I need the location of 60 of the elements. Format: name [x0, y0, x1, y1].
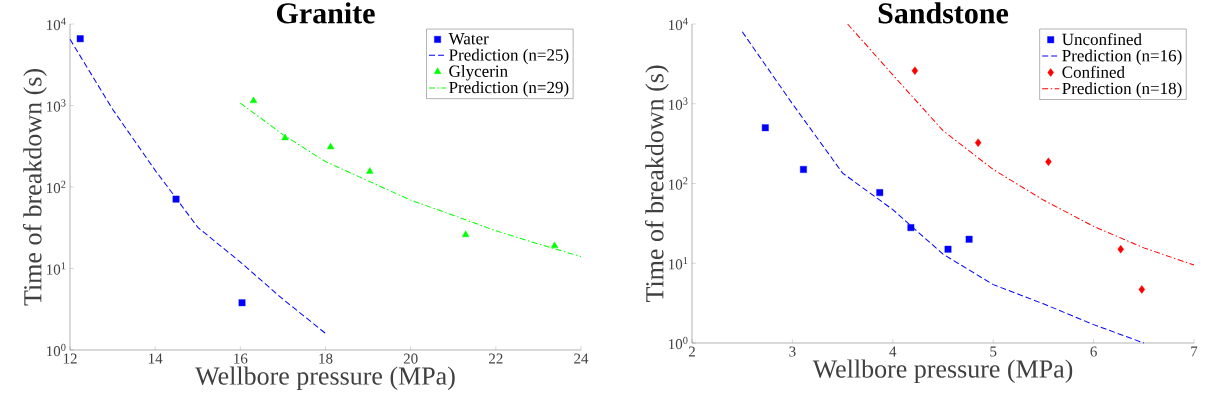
x-axis-title: Wellbore pressure (MPa) [812, 359, 1073, 384]
point [800, 166, 807, 173]
y-tick-label: 10$^{0}$ [669, 336, 688, 350]
point [944, 245, 952, 253]
y-tick-label: 10$^{0}$ [47, 343, 66, 357]
y-tick-label: 10$^{1}$ [669, 257, 688, 270]
x-tick-label: 16 [234, 353, 248, 364]
chart-title: Granite [276, 2, 375, 24]
x-tick-label: 20 [403, 353, 418, 364]
line-series [847, 23, 1195, 266]
y-tick-label: 10$^{3}$ [47, 99, 66, 112]
legend-label: Prediction (n=18) [1062, 82, 1182, 98]
point [876, 189, 884, 196]
x-tick-label: 22 [489, 353, 503, 364]
legend-label: Prediction (n=29) [449, 81, 569, 97]
point [249, 96, 258, 104]
legend-label: Glycerin [449, 65, 508, 81]
point [907, 224, 915, 231]
point [761, 124, 769, 132]
point [461, 230, 470, 237]
point [965, 235, 973, 243]
point [974, 138, 982, 147]
y-tick-label: 10$^{1}$ [47, 262, 66, 275]
point [238, 299, 246, 307]
x-tick-label: 24 [574, 353, 589, 364]
x-tick-label: 18 [319, 353, 333, 364]
x-tick-label: 2 [688, 346, 695, 357]
legend-label: Unconfined [1062, 32, 1142, 46]
x-tick-label: 5 [990, 346, 997, 357]
line-series [239, 102, 582, 258]
point [1045, 157, 1052, 167]
point [1138, 285, 1145, 294]
y-tick-label: 10$^{3}$ [669, 97, 688, 110]
y-tick-label: 10$^{2}$ [47, 180, 66, 194]
x-axis-title: Wellbore pressure (MPa) [195, 366, 455, 391]
y-axis-title: Time of breakdown (s) [645, 65, 669, 303]
point [366, 167, 374, 174]
y-tick-label: 10$^{2}$ [669, 177, 688, 190]
legend-label: Confined [1062, 65, 1125, 78]
legend-label: Prediction (n=16) [1062, 49, 1182, 65]
legend-label: Water [448, 33, 489, 45]
x-tick-label: 12 [63, 353, 77, 364]
y-axis-title: Time of breakdown (s) [23, 69, 47, 306]
point [1117, 245, 1124, 254]
legend-label: Prediction (n=25) [449, 48, 569, 65]
point [281, 133, 289, 141]
point [550, 241, 559, 248]
x-tick-label: 3 [789, 346, 796, 357]
line-series [69, 38, 327, 334]
x-tick-label: 4 [889, 346, 897, 357]
point [172, 195, 180, 203]
y-tick-label: 10$^{4}$ [669, 17, 688, 31]
x-tick-label: 7 [1191, 346, 1198, 357]
point [911, 66, 919, 75]
x-tick-label: 6 [1090, 346, 1097, 357]
point [326, 142, 335, 150]
chart-title: Sandstone [878, 2, 1009, 24]
point [76, 35, 84, 43]
y-tick-label: 10$^{4}$ [47, 17, 66, 31]
x-tick-label: 14 [148, 353, 163, 364]
